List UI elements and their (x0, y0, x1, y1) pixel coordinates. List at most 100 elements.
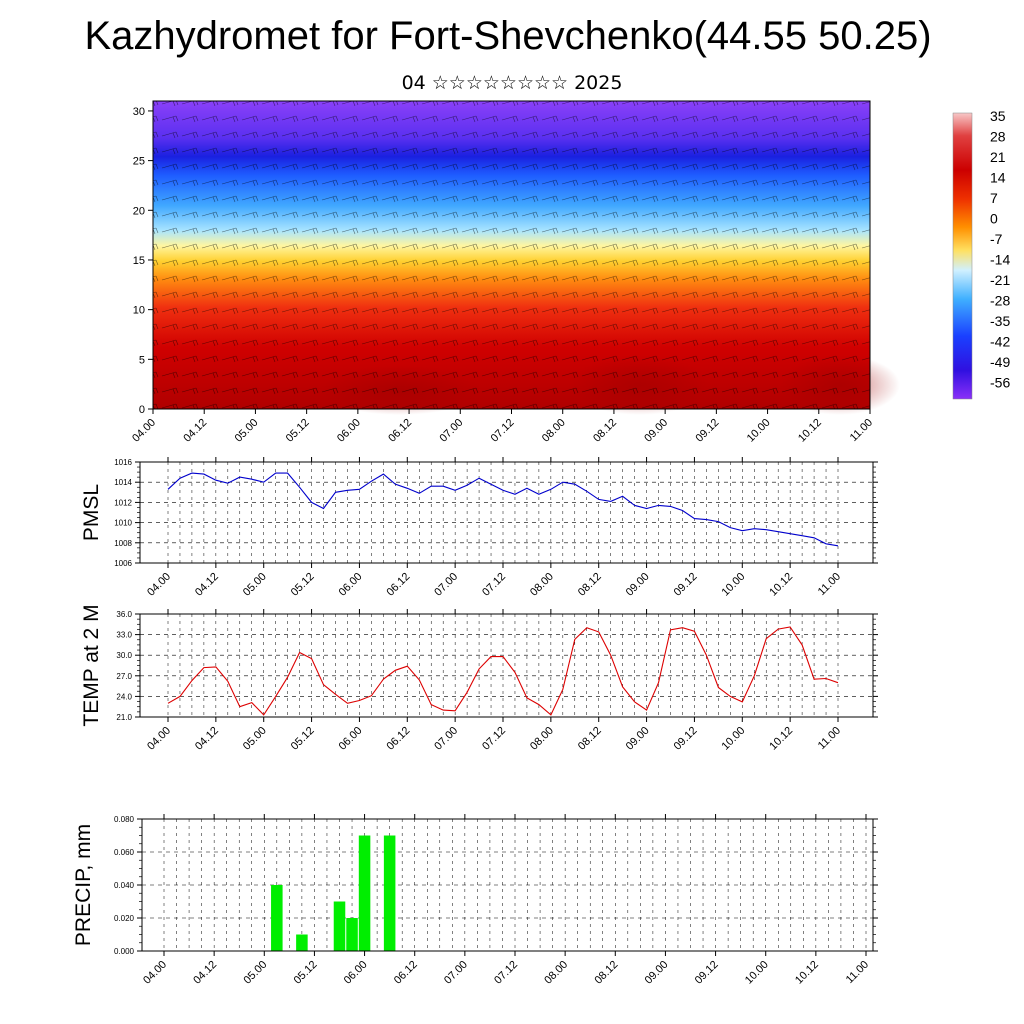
x-tick-label: 08.00 (540, 417, 568, 445)
colorbar-label: 14 (990, 170, 1006, 186)
x-tick-label: 11.00 (816, 571, 843, 598)
wind-barbs-overlay (153, 101, 870, 409)
x-tick-label: 04.00 (130, 417, 158, 445)
x-tick-label: 04.12 (181, 417, 209, 445)
precip-bar (296, 934, 308, 951)
x-tick-label: 09.12 (672, 725, 700, 753)
heatmap-y-axis: 0 5 10 15 20 25 30 (133, 106, 153, 416)
x-tick-label: 10.12 (767, 725, 795, 753)
x-tick-label: 06.12 (392, 959, 420, 987)
x-tick-label: 08.12 (591, 417, 619, 445)
temperature-line (167, 626, 839, 716)
colorbar-label: -21 (990, 272, 1010, 288)
x-tick-label: 08.12 (576, 725, 604, 753)
y-tick-label: 0.020 (114, 914, 135, 923)
x-tick-label: 07.12 (480, 571, 508, 599)
precip-bar (333, 901, 346, 951)
y-tick-label: 27.0 (116, 672, 132, 681)
y-tick-label: 24.0 (116, 692, 132, 701)
precip-axis-label: PRECIP, mm (72, 824, 95, 946)
y-tick-label: 0.000 (114, 947, 135, 956)
x-tick-label: 10.12 (767, 571, 795, 599)
x-tick-label: 10.00 (719, 571, 747, 599)
colorbar-label: -7 (990, 231, 1003, 247)
y-tick-label: 25 (133, 156, 145, 168)
x-tick-label: 05.00 (241, 571, 269, 599)
x-tick-label: 05.00 (233, 417, 261, 445)
x-tick-label: 05.00 (241, 959, 269, 987)
pmsl-axis-label: PMSL (80, 484, 103, 541)
x-tick-label: 06.00 (335, 417, 363, 445)
pmsl-frame (139, 461, 874, 564)
colorbar-label: 0 (990, 211, 998, 227)
x-tick-label: 10.00 (745, 417, 773, 445)
precip-bar (271, 885, 283, 951)
colorbar-label: 35 (990, 108, 1006, 124)
x-tick-label: 04.00 (145, 725, 173, 753)
x-tick-label: 04.00 (141, 959, 169, 987)
y-tick-label: 1010 (114, 519, 132, 528)
y-tick-label: 21.0 (116, 713, 132, 722)
x-tick-label: 07.00 (437, 417, 465, 445)
y-tick-label: 30.0 (116, 651, 132, 660)
x-tick-label: 06.00 (337, 571, 365, 599)
chart-subtitle: 04 ☆☆☆☆☆☆☆☆ 2025 (401, 72, 623, 94)
x-tick-label: 09.00 (643, 959, 671, 987)
colorbar-label: -35 (990, 313, 1010, 329)
precipitation-panel: 0.000 0.020 0.040 0.060 0.080 04.00 04.12 05.00… (72, 814, 878, 987)
x-tick-label: 07.12 (492, 959, 520, 987)
x-tick-label: 09.00 (624, 571, 652, 599)
x-tick-label: 10.12 (796, 417, 824, 445)
temperature-frame (139, 613, 874, 718)
y-tick-label: 20 (133, 205, 145, 217)
x-tick-label: 05.12 (289, 725, 317, 753)
colorbar-label: 21 (990, 149, 1006, 165)
x-tick-label: 06.12 (384, 571, 412, 599)
heatmap-panel: 0 5 10 15 20 25 30 04.00 04.12 05.00 05.12 06.00 06… (130, 100, 900, 445)
x-tick-label: 10.00 (743, 959, 771, 987)
heatmap-x-axis: 04.00 04.12 05.00 05.12 06.00 06.12 07.00 07.12… (130, 409, 875, 445)
colorbar-label: -14 (990, 252, 1010, 268)
y-tick-label: 10 (133, 305, 145, 317)
x-tick-label: 08.12 (576, 571, 604, 599)
pmsl-line (167, 472, 839, 547)
x-tick-label: 07.00 (432, 571, 460, 599)
colorbar-label: -28 (990, 293, 1010, 309)
x-tick-label: 04.00 (145, 571, 173, 599)
x-tick-label: 11.00 (816, 725, 843, 752)
y-tick-label: 1008 (114, 539, 132, 548)
x-tick-label: 09.00 (624, 725, 652, 753)
colorbar-label: 28 (990, 129, 1006, 145)
y-tick-label: 0 (139, 404, 145, 416)
precip-bar (346, 918, 358, 951)
colorbar-strip (952, 112, 973, 400)
precip-bar (383, 835, 396, 951)
x-tick-label: 06.12 (386, 417, 414, 445)
y-tick-label: 30 (133, 106, 145, 118)
x-tick-label: 07.00 (442, 959, 470, 987)
colorbar-label: 7 (990, 190, 998, 206)
x-tick-label: 11.00 (848, 417, 875, 444)
x-tick-label: 04.12 (193, 725, 221, 753)
y-tick-label: 0.080 (114, 815, 135, 824)
x-tick-label: 10.00 (719, 725, 747, 753)
x-tick-label: 09.12 (694, 417, 722, 445)
y-tick-label: 15 (133, 255, 145, 267)
x-tick-label: 06.12 (384, 725, 412, 753)
x-tick-label: 08.00 (528, 571, 556, 599)
x-tick-label: 06.00 (337, 725, 365, 753)
colorbar-label: -49 (990, 354, 1010, 370)
x-tick-label: 08.00 (528, 725, 556, 753)
x-tick-label: 07.12 (489, 417, 517, 445)
pmsl-panel: 1006 1008 1010 1012 1014 1016 04.00 04.12 05.00 0… (80, 457, 878, 599)
x-tick-label: 05.12 (289, 571, 317, 599)
x-tick-label: 04.12 (191, 959, 219, 987)
x-tick-label: 05.12 (292, 959, 320, 987)
y-tick-label: 1016 (114, 458, 132, 467)
y-tick-label: 1014 (114, 478, 132, 487)
x-tick-label: 09.12 (693, 959, 721, 987)
precip-bar (358, 835, 371, 951)
x-tick-label: 07.00 (432, 725, 460, 753)
colorbar: 35 28 21 14 7 0 -7 -14 -21 -28 -35 -42 -49 -56 (952, 108, 1010, 400)
